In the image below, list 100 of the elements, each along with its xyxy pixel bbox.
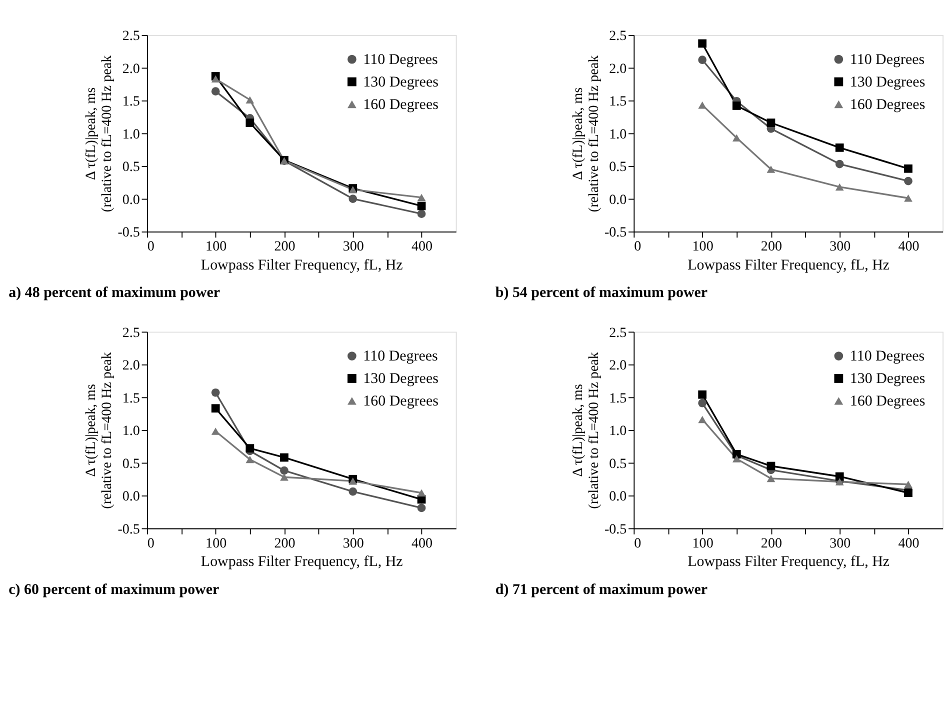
- x-tick-label: 300: [830, 238, 851, 255]
- point: [698, 390, 707, 399]
- point: [904, 164, 912, 173]
- legend-label: 130 Degrees: [850, 74, 926, 90]
- point: [348, 194, 358, 203]
- point: [211, 428, 220, 435]
- legend-label: 160 Degrees: [363, 96, 439, 113]
- x-tick-label: 0: [147, 535, 154, 552]
- x-axis-title: Lowpass Filter Frequency, fL, Hz: [688, 554, 890, 570]
- legend-label: 110 Degrees: [850, 52, 925, 68]
- y-tick-label: 1.5: [609, 390, 627, 406]
- y-tick-label: 1.0: [609, 423, 627, 440]
- x-tick-label: 400: [411, 238, 433, 255]
- y-tick-label: 0.5: [609, 456, 627, 472]
- y-tick-label: 2.0: [122, 60, 140, 77]
- point: [835, 183, 844, 191]
- point: [417, 210, 426, 218]
- y-tick-label: 1.0: [122, 423, 140, 440]
- point: [766, 462, 776, 470]
- legend-label: 130 Degrees: [363, 371, 439, 388]
- y-tick-label: 2.5: [609, 324, 627, 341]
- text: d) 71 percent of maximum power: [495, 582, 708, 598]
- x-tick-label: 100: [692, 238, 714, 255]
- x-tick-label: 400: [898, 535, 920, 552]
- x-tick-label: 0: [634, 238, 642, 255]
- point: [211, 404, 220, 413]
- point: [732, 134, 741, 142]
- y-tick-label: 2.0: [609, 358, 627, 374]
- point: [280, 453, 288, 462]
- point: [246, 96, 254, 104]
- text: a) 48 percent of maximum power: [8, 285, 220, 302]
- point: [417, 202, 426, 210]
- point: [732, 102, 741, 110]
- legend-label: 160 Degrees: [850, 394, 926, 410]
- x-tick-label: 300: [342, 238, 364, 255]
- y-tick-label: 1.0: [609, 126, 627, 142]
- point: [766, 118, 776, 127]
- y-axis-title: Δ τ(fL)|peak, ms (relative to fL=400 Hz peak: [83, 54, 116, 212]
- point: [904, 480, 912, 488]
- y-axis-title: Δ τ(fL)|peak, ms (relative to fL=400 Hz peak: [570, 54, 602, 212]
- y-tick-label: -0.5: [604, 224, 627, 241]
- point: [211, 87, 220, 96]
- y-tick-label: -0.5: [118, 521, 140, 538]
- legend-label: 130 Degrees: [850, 371, 926, 388]
- y-tick-label: 0.0: [122, 192, 140, 208]
- x-tick-label: 0: [634, 535, 642, 552]
- y-axis-title: Δ τ(fL)|peak, ms (relative to fL=400 Hz peak: [83, 351, 116, 509]
- x-tick-label: 200: [274, 238, 296, 255]
- point: [698, 39, 707, 48]
- x-axis-title: Lowpass Filter Frequency, fL, Hz: [200, 257, 404, 274]
- point: [835, 472, 844, 481]
- point: [417, 489, 426, 496]
- x-tick-label: 100: [206, 535, 227, 552]
- point: [904, 488, 912, 498]
- x-tick-label: 200: [760, 535, 782, 552]
- y-tick-label: 1.0: [122, 126, 140, 142]
- x-tick-label: 400: [411, 535, 433, 552]
- x-axis-title: Lowpass Filter Frequency, fL, Hz: [200, 554, 404, 570]
- x-tick-label: 400: [898, 238, 920, 255]
- y-tick-label: -0.5: [604, 521, 627, 538]
- y-tick-label: 0.0: [609, 488, 627, 505]
- x-tick-label: 0: [147, 238, 154, 255]
- text: b) 54 percent of maximum power: [495, 285, 708, 302]
- x-tick-label: 100: [206, 238, 227, 255]
- legend-label: 110 Degrees: [363, 52, 438, 68]
- y-tick-label: 2.5: [609, 28, 627, 44]
- y-tick-label: 0.5: [122, 456, 140, 472]
- x-tick-label: 300: [342, 535, 364, 552]
- point: [766, 166, 776, 173]
- point: [904, 194, 912, 202]
- point: [698, 56, 707, 64]
- point: [280, 466, 288, 475]
- point: [348, 487, 358, 496]
- point: [246, 118, 254, 127]
- point: [698, 398, 707, 408]
- y-tick-label: 1.5: [609, 94, 627, 110]
- x-tick-label: 200: [760, 238, 782, 255]
- point: [211, 388, 220, 397]
- point: [766, 474, 776, 482]
- point: [348, 477, 358, 485]
- point: [417, 504, 426, 512]
- text: c) 60 percent of maximum power: [8, 582, 220, 598]
- y-axis-title: Δ τ(fL)|peak, ms (relative to fL=400 Hz peak: [570, 351, 602, 509]
- point: [246, 456, 254, 464]
- y-tick-label: 2.5: [122, 28, 140, 44]
- legend-label: 110 Degrees: [850, 348, 925, 365]
- legend-label: 160 Degrees: [363, 394, 439, 410]
- x-tick-label: 300: [830, 535, 851, 552]
- point: [280, 474, 288, 481]
- x-tick-label: 200: [274, 535, 296, 552]
- y-tick-label: 2.0: [122, 358, 140, 374]
- y-tick-label: 0.5: [122, 159, 140, 176]
- y-tick-label: 2.0: [609, 60, 627, 77]
- point: [417, 194, 426, 202]
- y-tick-label: 0.5: [609, 159, 627, 176]
- legend-label: 160 Degrees: [850, 96, 926, 113]
- y-tick-label: 2.5: [122, 324, 140, 341]
- point: [698, 416, 707, 424]
- y-tick-label: 0.0: [122, 488, 140, 505]
- x-tick-label: 100: [692, 535, 714, 552]
